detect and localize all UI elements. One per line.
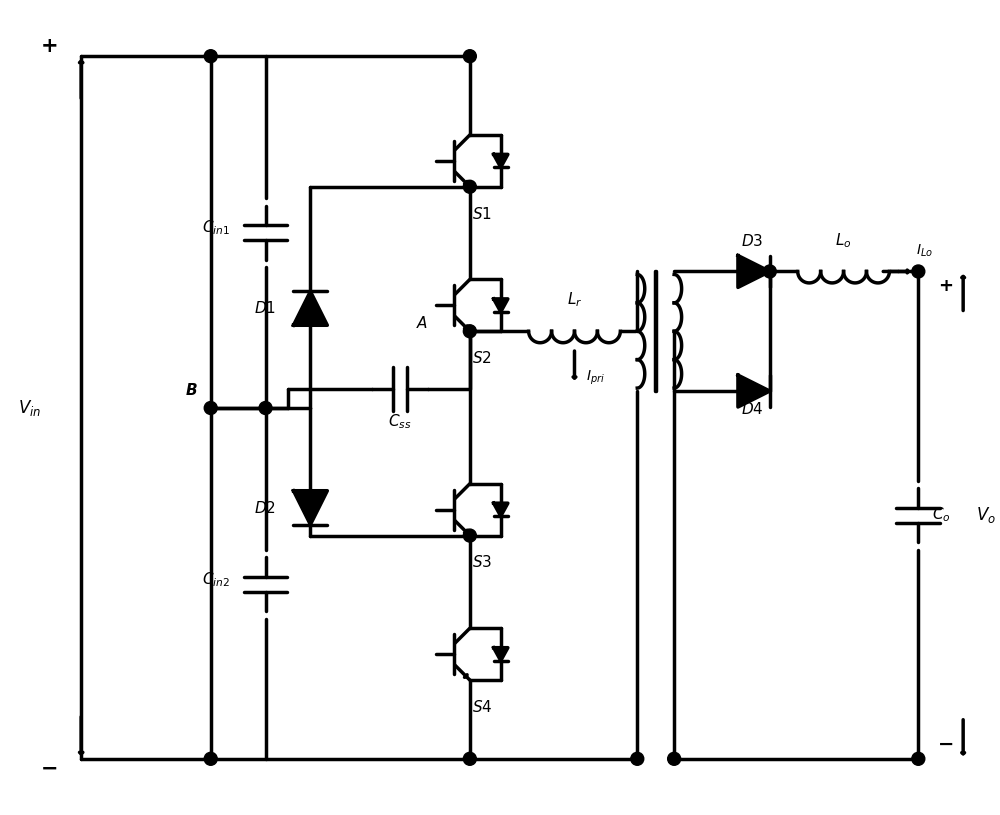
Text: $S4$: $S4$ xyxy=(472,699,492,715)
Text: $S2$: $S2$ xyxy=(472,350,492,366)
Text: $I_{pri}$: $I_{pri}$ xyxy=(586,369,605,387)
Polygon shape xyxy=(738,375,770,407)
Text: $D3$: $D3$ xyxy=(741,232,763,249)
Text: $D1$: $D1$ xyxy=(254,301,276,316)
Polygon shape xyxy=(293,292,327,325)
Text: +: + xyxy=(40,36,58,56)
Circle shape xyxy=(463,325,476,337)
Text: $S3$: $S3$ xyxy=(472,554,492,570)
Text: $I_{Lo}$: $I_{Lo}$ xyxy=(916,242,933,258)
Polygon shape xyxy=(293,491,327,525)
Circle shape xyxy=(912,752,925,765)
Circle shape xyxy=(204,752,217,765)
Text: $V_o$: $V_o$ xyxy=(976,505,996,525)
Text: $V_{in}$: $V_{in}$ xyxy=(18,398,41,417)
Text: $L_r$: $L_r$ xyxy=(567,291,582,310)
Polygon shape xyxy=(494,648,508,661)
Text: +: + xyxy=(938,277,953,296)
Text: $L_o$: $L_o$ xyxy=(835,231,852,249)
Text: −: − xyxy=(938,735,955,754)
Polygon shape xyxy=(494,154,508,167)
Polygon shape xyxy=(494,503,508,516)
Circle shape xyxy=(463,752,476,765)
Text: $D2$: $D2$ xyxy=(254,500,276,516)
Text: −: − xyxy=(41,759,58,779)
Circle shape xyxy=(463,50,476,63)
Text: $C_{in1}$: $C_{in1}$ xyxy=(202,218,230,237)
Circle shape xyxy=(763,265,776,278)
Text: $C_o$: $C_o$ xyxy=(932,506,951,525)
Polygon shape xyxy=(738,256,770,288)
Circle shape xyxy=(631,752,644,765)
Circle shape xyxy=(204,50,217,63)
Polygon shape xyxy=(494,299,508,312)
Text: $C_{in2}$: $C_{in2}$ xyxy=(202,570,230,588)
Text: $C_{ss}$: $C_{ss}$ xyxy=(388,412,412,430)
Text: $S1$: $S1$ xyxy=(472,205,492,222)
Circle shape xyxy=(463,180,476,193)
Circle shape xyxy=(204,402,217,415)
Circle shape xyxy=(912,265,925,278)
Text: $A$: $A$ xyxy=(416,315,428,331)
Circle shape xyxy=(463,529,476,542)
Text: B: B xyxy=(186,383,198,398)
Text: $D4$: $D4$ xyxy=(741,401,763,417)
Circle shape xyxy=(259,402,272,415)
Circle shape xyxy=(668,752,681,765)
